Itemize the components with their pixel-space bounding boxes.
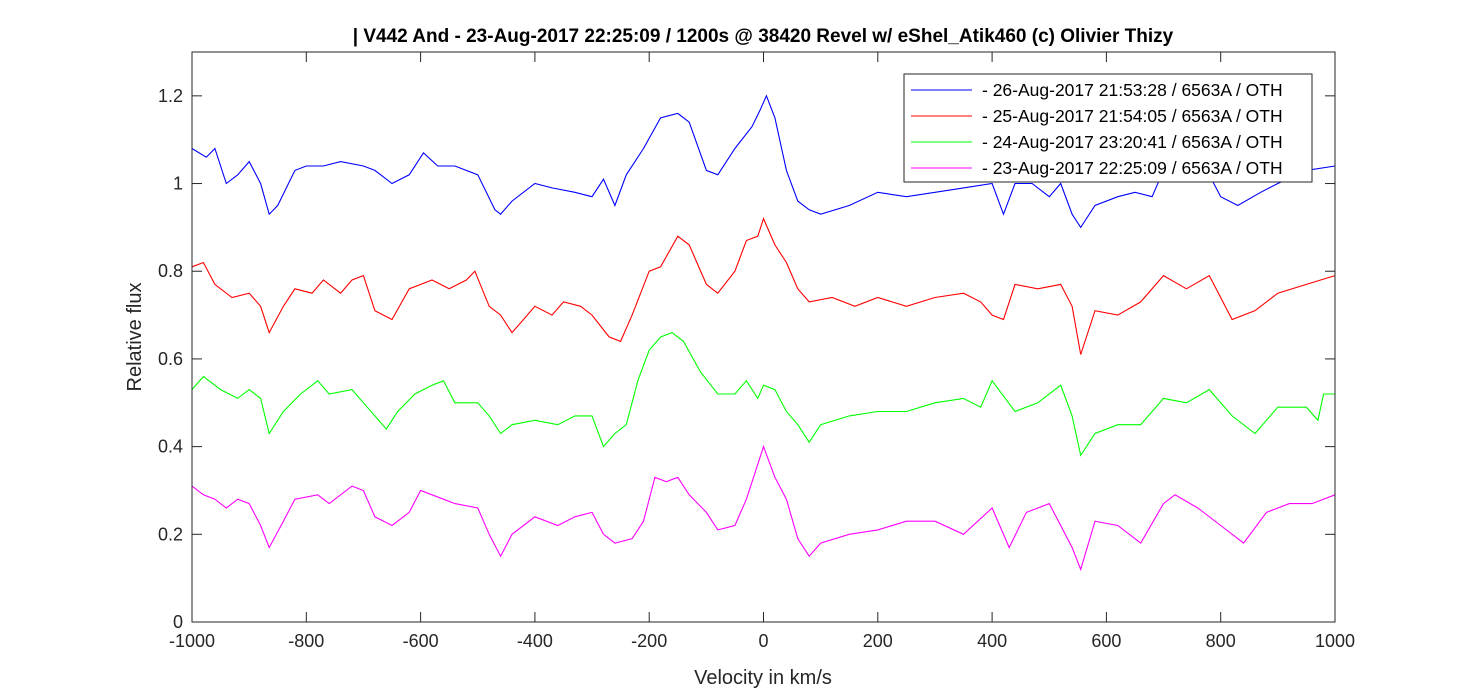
series-line-3 [191, 444, 1336, 572]
y-tick-label: 1 [173, 174, 183, 194]
x-tick-label: 200 [863, 631, 893, 651]
y-tick-label: 0.6 [158, 349, 183, 369]
x-tick-label: 600 [1091, 631, 1121, 651]
y-tick-label: 0.2 [158, 524, 183, 544]
x-tick-label: -1000 [169, 631, 215, 651]
y-tick-label: 1.2 [158, 86, 183, 106]
x-tick-label: -600 [403, 631, 439, 651]
x-tick-label: 400 [977, 631, 1007, 651]
legend-box [903, 73, 1313, 183]
series-line-1 [191, 217, 1336, 355]
legend-entry: - 26-Aug-2017 21:53:28 / 6563A / OTH [982, 80, 1283, 100]
chart-title: | V442 And - 23-Aug-2017 22:25:09 / 1200… [353, 26, 1174, 47]
series-line-0 [191, 94, 1336, 229]
x-tick-label: -200 [631, 631, 667, 651]
y-tick-label: 0.4 [158, 437, 183, 457]
x-tick-label: 1000 [1315, 631, 1355, 651]
x-tick-label: -800 [288, 631, 324, 651]
legend-entry: - 24-Aug-2017 23:20:41 / 6563A / OTH [982, 132, 1283, 152]
x-tick-label: 800 [1206, 631, 1236, 651]
legend-entry: - 23-Aug-2017 22:25:09 / 6563A / OTH [982, 158, 1283, 178]
legend: - 26-Aug-2017 21:53:28 / 6563A / OTH - 25… [903, 73, 1313, 183]
x-axis-label: Velocity in km/s [694, 667, 832, 689]
x-tick-label: 0 [758, 631, 768, 651]
legend-entry: - 25-Aug-2017 21:54:05 / 6563A / OTH [982, 106, 1283, 126]
y-axis-label: Relative flux [124, 283, 146, 392]
y-tick-label: 0 [173, 612, 183, 632]
y-tick-label: 0.8 [158, 261, 183, 281]
series-line-2 [191, 331, 1335, 457]
x-tick-label: -400 [517, 631, 553, 651]
